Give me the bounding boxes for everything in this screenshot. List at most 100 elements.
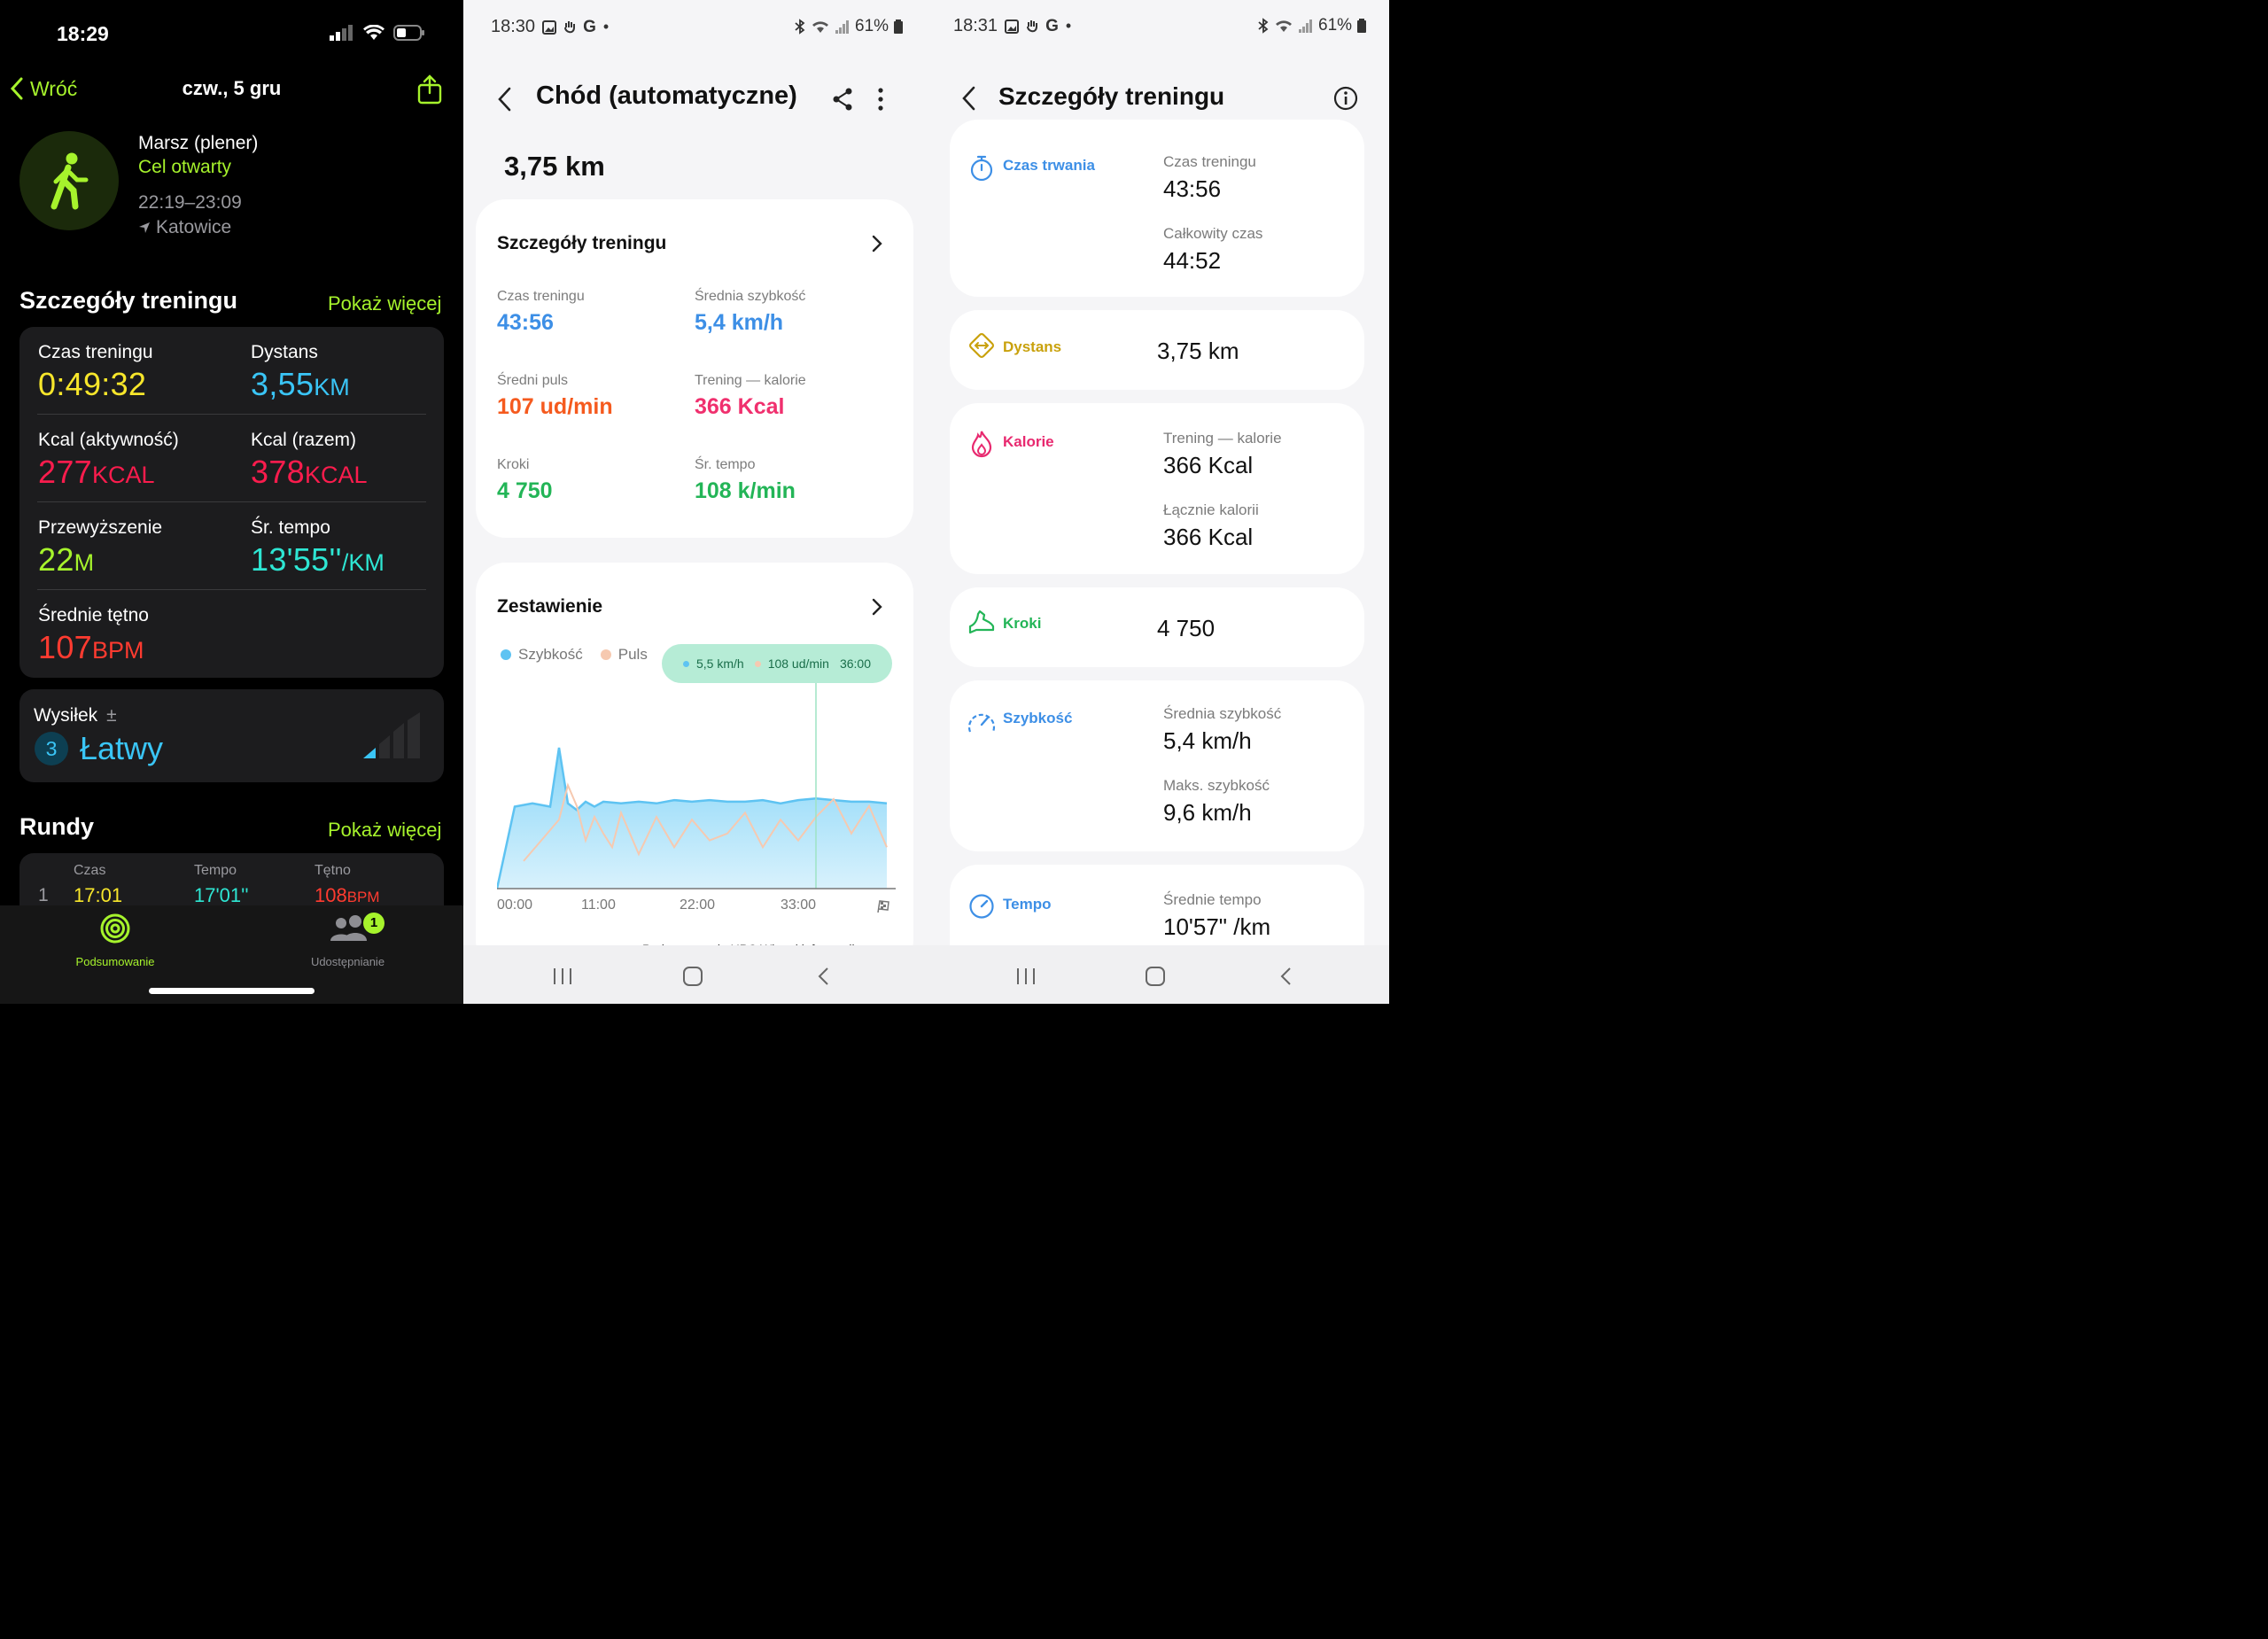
chevron-left-icon xyxy=(10,77,23,100)
info-icon[interactable] xyxy=(1333,86,1358,111)
pace-category: Tempo xyxy=(1003,896,1052,913)
share-button[interactable] xyxy=(416,74,443,105)
effort-card[interactable]: Wysiłek ± 3 Łatwy xyxy=(19,689,444,782)
back-button[interactable] xyxy=(961,86,977,111)
tab-summary[interactable]: Podsumowanie xyxy=(66,913,164,968)
status-bar-left: 18:30 G • xyxy=(491,17,609,37)
pace-label: Śr. tempo xyxy=(251,517,330,538)
laps-col-pace: Tempo xyxy=(194,863,237,878)
lap-time: 17:01 xyxy=(74,884,123,906)
steps-card: Kroki 4 750 xyxy=(950,587,1364,667)
tooltip-hr: 108 ud/min xyxy=(767,656,829,671)
share-icon[interactable] xyxy=(832,88,853,111)
tab-bar: Podsumowanie Udostępnianie 1 xyxy=(0,905,463,1004)
details-card[interactable]: Szczegóły treningu Czas treningu 43:56 Ś… xyxy=(476,199,913,538)
bluetooth-icon xyxy=(1258,18,1269,34)
battery-icon xyxy=(894,19,904,34)
summary-card-title: Zestawienie xyxy=(497,596,603,617)
signal-icon xyxy=(835,20,849,34)
tab-sharing-label: Udostępnianie xyxy=(310,955,385,968)
duration-card: Czas trwania Czas treningu 43:56 Całkowi… xyxy=(950,120,1364,297)
status-time: 18:31 xyxy=(953,16,998,35)
lap-number: 1 xyxy=(38,885,49,905)
hand-icon xyxy=(1027,19,1038,32)
lap-pace: 17'01'' xyxy=(194,884,249,906)
flame-icon xyxy=(971,431,992,458)
samsung-walk-panel: 18:30 G • 61% Chód (automatyczne) 3,75 k… xyxy=(463,0,926,1004)
steps-category: Kroki xyxy=(1003,615,1042,632)
finish-flag-icon xyxy=(877,900,889,913)
speed-card: Szybkość Średnia szybkość 5,4 km/h Maks.… xyxy=(950,680,1364,851)
wifi-icon xyxy=(1276,20,1292,32)
avg-speed-label: Średnia szybkość xyxy=(695,289,806,304)
more-options-icon[interactable] xyxy=(877,88,884,111)
show-more-laps-link[interactable]: Pokaż więcej xyxy=(328,819,442,841)
wifi-icon xyxy=(812,21,828,33)
section-title-laps: Rundy xyxy=(19,813,94,840)
recent-apps-icon[interactable] xyxy=(1016,967,1036,985)
chart-legend: Szybkość Puls xyxy=(501,646,648,664)
show-more-details-link[interactable]: Pokaż więcej xyxy=(328,292,442,315)
dot-icon: • xyxy=(1065,17,1072,35)
speed-l2: Maks. szybkość xyxy=(1163,777,1270,794)
back-button[interactable]: Wróć xyxy=(9,76,77,101)
chevron-right-icon xyxy=(872,598,882,616)
pace-l1: Średnie tempo xyxy=(1163,891,1262,908)
workout-location: Katowice xyxy=(138,217,231,238)
distance-heading: 3,75 km xyxy=(504,151,605,182)
android-nav-bar xyxy=(463,945,926,1004)
distance-label: Dystans xyxy=(251,342,318,362)
home-icon[interactable] xyxy=(1146,967,1165,986)
home-indicator[interactable] xyxy=(149,988,315,994)
battery-percent: 61% xyxy=(1318,16,1353,35)
duration-l1: Czas treningu xyxy=(1163,153,1256,170)
battery-percent: 61% xyxy=(855,17,889,35)
effort-bars-icon xyxy=(363,712,420,758)
hr-metric: 107BPM xyxy=(38,629,144,665)
calories-l2: Łącznie kalorii xyxy=(1163,501,1259,518)
duration-label: Czas treningu xyxy=(38,342,153,362)
duration-label: Czas treningu xyxy=(497,289,585,304)
workout-time-range: 22:19–23:09 xyxy=(138,192,242,213)
dot-icon: • xyxy=(602,18,610,35)
duration-value: 0:49:32 xyxy=(38,366,147,402)
distance-category: Dystans xyxy=(1003,338,1062,355)
avg-hr-label: Średni puls xyxy=(497,373,569,388)
nav-title: czw., 5 gru xyxy=(182,77,282,99)
effort-level-text: Łatwy xyxy=(80,730,164,766)
battery-icon xyxy=(1357,19,1367,33)
divider xyxy=(37,589,426,590)
active-kcal-label: Kcal (aktywność) xyxy=(38,430,179,450)
steps-label: Kroki xyxy=(497,457,530,472)
calories-card: Kalorie Trening — kalorie 366 Kcal Łączn… xyxy=(950,403,1364,574)
back-nav-icon[interactable] xyxy=(1279,967,1292,986)
gallery-icon xyxy=(542,19,557,35)
recent-apps-icon[interactable] xyxy=(553,967,572,985)
back-button[interactable] xyxy=(497,87,513,112)
status-bar-right: 61% xyxy=(1258,16,1367,35)
workout-icon-badge xyxy=(19,131,119,230)
x-tick-3: 33:00 xyxy=(781,897,817,913)
effort-level-badge: 3 xyxy=(35,732,68,765)
calories-l1: Trening — kalorie xyxy=(1163,430,1282,447)
summary-chart[interactable] xyxy=(497,683,896,896)
distance-value: 3,75 km xyxy=(1157,338,1239,364)
back-nav-icon[interactable] xyxy=(817,967,829,986)
workout-goal: Cel otwarty xyxy=(138,157,232,177)
signal-icon xyxy=(1299,19,1312,33)
total-kcal-label: Kcal (razem) xyxy=(251,430,357,450)
cadence-value: 108 k/min xyxy=(695,478,796,503)
duration-v2: 44:52 xyxy=(1163,247,1222,274)
tab-sharing[interactable]: Udostępnianie xyxy=(297,913,399,968)
legend-hr-swatch xyxy=(600,649,611,660)
home-icon[interactable] xyxy=(683,967,703,986)
x-tick-1: 11:00 xyxy=(581,897,616,913)
avg-hr-value: 107 ud/min xyxy=(497,394,613,419)
summary-card[interactable]: Zestawienie Szybkość Puls 5,5 km/h 108 u… xyxy=(476,563,913,970)
section-title-details: Szczegóły treningu xyxy=(19,287,238,314)
duration-l2: Całkowity czas xyxy=(1163,225,1263,242)
status-bar-left: 18:31 G • xyxy=(953,16,1071,36)
speed-category: Szybkość xyxy=(1003,710,1073,726)
steps-value: 4 750 xyxy=(497,478,553,503)
status-icons xyxy=(330,25,425,41)
